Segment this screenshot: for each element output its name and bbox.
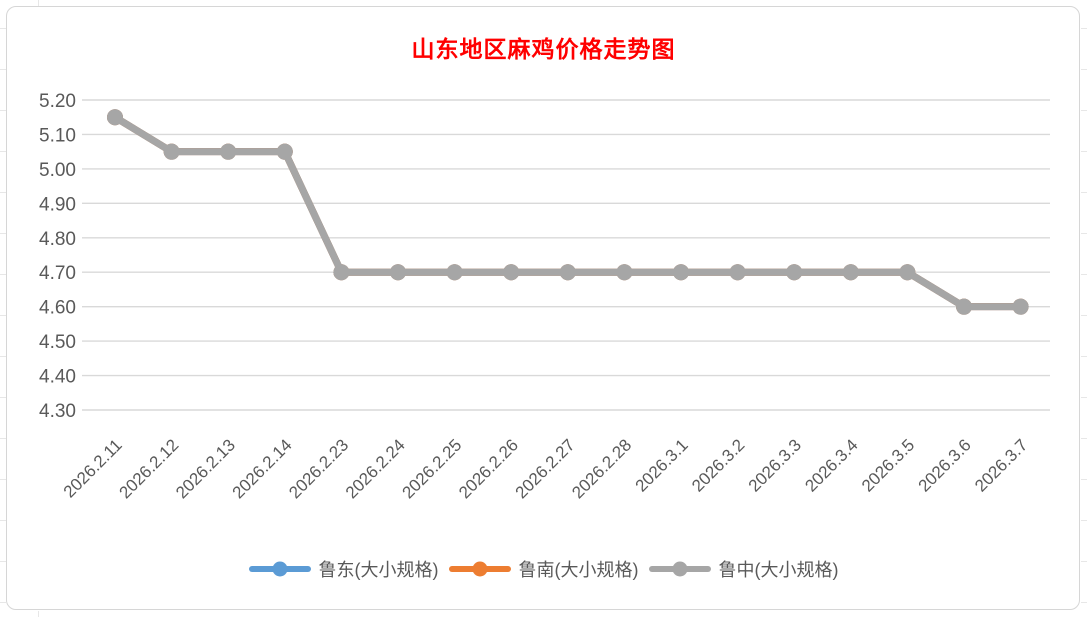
- legend-item-ludong[interactable]: 鲁东(大小规格): [248, 556, 439, 582]
- sheet-gridline: [0, 602, 6, 603]
- legend-dot-icon: [672, 561, 687, 577]
- data-point[interactable]: [163, 143, 180, 160]
- y-axis-label: 4.60: [39, 298, 76, 319]
- data-point[interactable]: [673, 264, 689, 281]
- legend-marker-lunan-icon: [448, 561, 511, 577]
- x-axis-label: 2026.3.6: [915, 435, 975, 495]
- sheet-gridline: [1081, 274, 1087, 275]
- legend-label: 鲁东(大小规格): [318, 560, 439, 580]
- sheet-gridline: [0, 561, 6, 562]
- x-axis-label: 2026.2.14: [229, 435, 296, 502]
- data-point[interactable]: [503, 264, 520, 281]
- legend-dot-icon: [272, 561, 287, 577]
- sheet-gridline: [1081, 479, 1087, 480]
- sheet-gridline: [1081, 28, 1087, 29]
- y-axis: 5.20 5.10 5.00 4.90 4.80 4.70 4.60 4.50 4.40 4.30: [39, 91, 76, 422]
- x-axis-label: 2026.3.5: [858, 435, 918, 495]
- sheet-gridline: [38, 611, 39, 617]
- chart-legend: 鲁东(大小规格) 鲁南(大小规格) 鲁中(大小规格): [0, 556, 1087, 582]
- x-axis-label: 2026.3.4: [801, 435, 861, 495]
- x-axis-label: 2026.3.1: [632, 435, 692, 495]
- data-point[interactable]: [616, 264, 633, 281]
- data-point[interactable]: [446, 264, 463, 281]
- sheet-gridline: [0, 397, 6, 398]
- sheet-gridline: [1081, 356, 1087, 357]
- sheet-gridline: [1081, 151, 1087, 152]
- y-axis-label: 4.70: [39, 263, 76, 284]
- x-axis-label: 2026.2.13: [172, 435, 239, 502]
- sheet-gridline: [1081, 602, 1087, 603]
- x-axis-label: 2026.2.25: [399, 435, 466, 502]
- sheet-gridline: [38, 0, 39, 6]
- series-ludong[interactable]: [107, 109, 1029, 315]
- y-axis-label: 5.00: [39, 160, 76, 181]
- data-point[interactable]: [729, 264, 746, 281]
- sheet-gridline: [0, 233, 6, 234]
- data-point[interactable]: [899, 264, 916, 281]
- data-point[interactable]: [333, 264, 350, 281]
- series-lunan[interactable]: [107, 109, 1029, 315]
- data-point[interactable]: [559, 264, 576, 281]
- data-point[interactable]: [276, 143, 293, 160]
- sheet-gridline: [0, 315, 6, 316]
- y-axis-label: 5.20: [39, 91, 76, 112]
- legend-label: 鲁南(大小规格): [518, 560, 639, 580]
- x-axis-label: 2026.3.7: [971, 435, 1031, 495]
- x-axis: 2026.2.112026.2.122026.2.132026.2.142026…: [60, 435, 1032, 502]
- x-axis-label: 2026.2.12: [116, 435, 183, 502]
- chart-object-frame[interactable]: [6, 6, 1080, 610]
- sheet-gridline: [1081, 192, 1087, 193]
- sheet-gridline: [0, 479, 6, 480]
- x-axis-label: 2026.3.3: [745, 435, 805, 495]
- y-axis-label: 4.40: [39, 367, 76, 388]
- sheet-gridline: [0, 356, 6, 357]
- y-axis-label: 5.10: [39, 125, 76, 146]
- data-point[interactable]: [220, 143, 237, 160]
- data-point[interactable]: [1012, 298, 1029, 315]
- y-axis-label: 4.80: [39, 229, 76, 250]
- y-axis-label: 4.50: [39, 332, 76, 353]
- sheet-gridline: [0, 69, 6, 70]
- data-point[interactable]: [786, 264, 803, 281]
- sheet-gridline: [1081, 520, 1087, 521]
- x-axis-label: 2026.2.11: [60, 435, 126, 501]
- data-point[interactable]: [390, 264, 406, 281]
- data-point[interactable]: [107, 109, 123, 126]
- sheet-gridline: [0, 520, 6, 521]
- legend-marker-ludong-icon: [248, 561, 311, 577]
- data-point[interactable]: [956, 298, 972, 315]
- sheet-gridline: [1081, 110, 1087, 111]
- x-axis-label: 2026.3.2: [688, 435, 748, 495]
- legend-marker-luzhong-icon: [648, 561, 711, 577]
- sheet-gridline: [1081, 315, 1087, 316]
- sheet-gridline: [1081, 69, 1087, 70]
- sheet-gridline: [1081, 438, 1087, 439]
- x-axis-label: 2026.2.24: [342, 435, 409, 502]
- sheet-gridline: [1081, 233, 1087, 234]
- x-axis-label: 2026.2.28: [568, 435, 635, 502]
- sheet-gridline: [0, 28, 6, 29]
- y-axis-label: 4.90: [39, 194, 76, 215]
- legend-dot-icon: [472, 561, 487, 577]
- sheet-gridline: [1081, 561, 1087, 562]
- series-luzhong[interactable]: [107, 109, 1029, 315]
- sheet-gridline: [1081, 397, 1087, 398]
- x-axis-label: 2026.2.27: [512, 435, 579, 502]
- y-axis-label: 4.30: [39, 401, 76, 422]
- sheet-gridline: [0, 274, 6, 275]
- y-gridlines: [82, 99, 1050, 411]
- legend-item-luzhong[interactable]: 鲁中(大小规格): [648, 556, 839, 582]
- legend-item-lunan[interactable]: 鲁南(大小规格): [448, 556, 639, 582]
- legend-label: 鲁中(大小规格): [718, 560, 839, 580]
- sheet-gridline: [0, 438, 6, 439]
- sheet-gridline: [0, 192, 6, 193]
- sheet-gridline: [0, 110, 6, 111]
- x-axis-label: 2026.2.23: [285, 435, 352, 502]
- data-point[interactable]: [842, 264, 859, 281]
- x-axis-label: 2026.2.26: [455, 435, 522, 502]
- sheet-gridline: [0, 151, 6, 152]
- chart-title[interactable]: 山东地区麻鸡价格走势图: [411, 37, 676, 62]
